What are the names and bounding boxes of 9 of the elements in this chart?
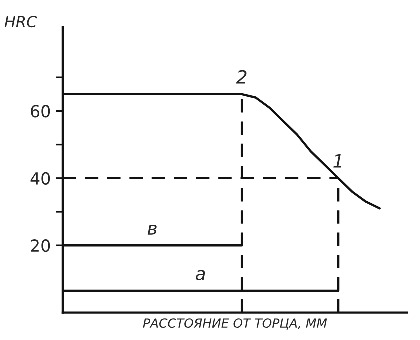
x-axis-title: РАССТОЯНИЕ ОТ ТОРЦА, ММ	[143, 318, 328, 330]
annotation: 1	[334, 154, 342, 168]
annotation: в	[148, 225, 157, 235]
annotation: 2	[236, 70, 247, 84]
annotation: а	[196, 270, 206, 281]
y-axis-title: HRC	[4, 16, 38, 28]
y-tick-label: 20	[31, 240, 50, 252]
y-tick-label: 40	[30, 172, 50, 185]
y-tick-label: 60	[31, 105, 50, 118]
